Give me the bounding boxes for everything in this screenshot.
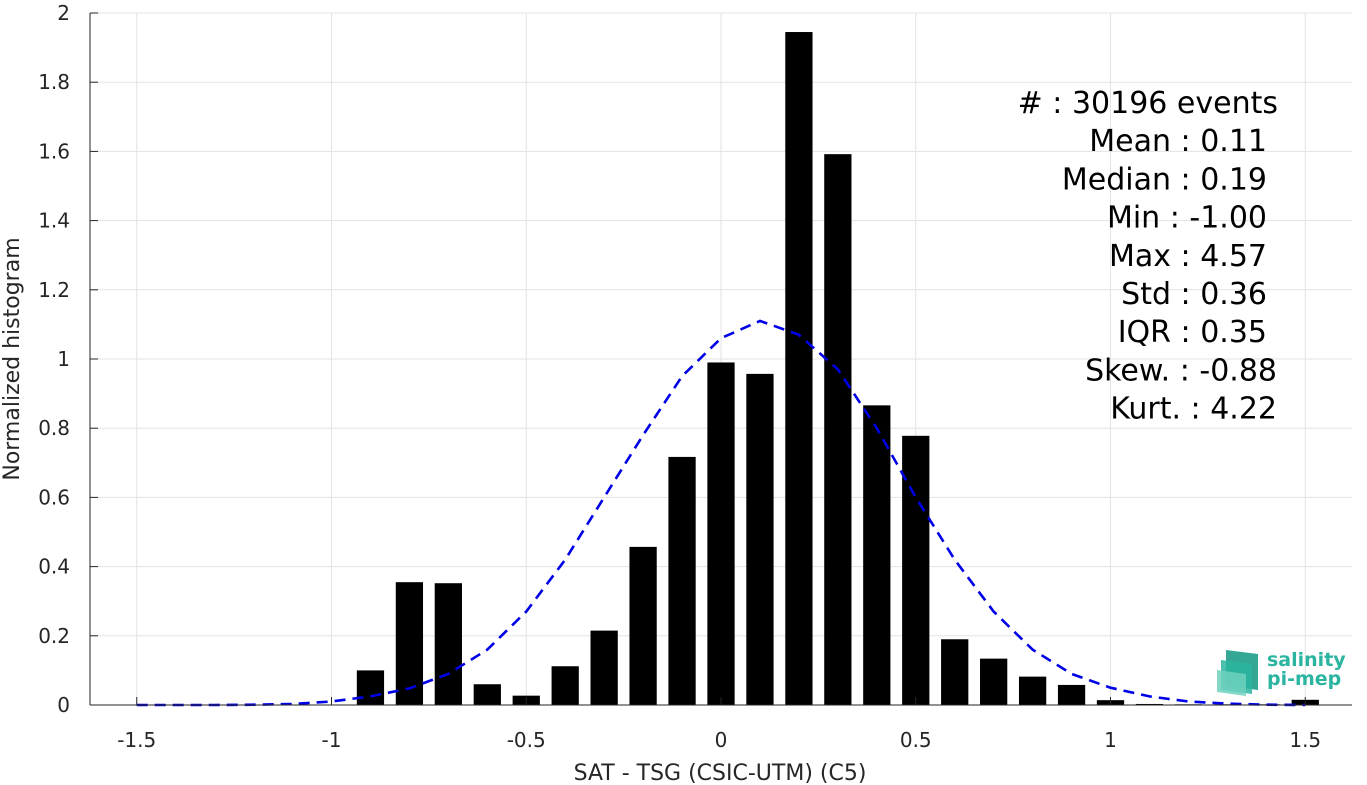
x-tick-label-5: 1 <box>1104 728 1117 752</box>
stat-value-3: -1.00 <box>1189 201 1267 236</box>
bar-9 <box>707 362 735 705</box>
stat-row-3: Min : -1.00 <box>1107 201 1267 236</box>
bar-18 <box>1057 684 1086 705</box>
x-tick-label-6: 1.5 <box>1289 728 1321 752</box>
bar-3 <box>473 684 501 705</box>
fit-curve <box>136 319 1306 707</box>
y-tick-label-9: 1.8 <box>38 70 70 94</box>
stat-sep-5: : <box>1171 277 1200 312</box>
stat-row-1: Mean : 0.11 <box>1089 124 1267 159</box>
logo-icon <box>1217 650 1258 696</box>
stat-sep-7: : <box>1170 353 1199 388</box>
y-tick-label-5: 1 <box>57 347 70 371</box>
x-tick-labels: -1.5 -1 -0.5 0 0.5 1 1.5 <box>117 728 1321 752</box>
stat-label-4: Max <box>1109 239 1171 274</box>
salinity-pimep-logo: salinity pi-mep <box>1217 649 1346 696</box>
stat-value-8: 4.22 <box>1210 392 1277 427</box>
stat-sep-0: : <box>1043 86 1072 121</box>
x-tick-label-3: 0 <box>715 728 728 752</box>
stat-row-8: Kurt. : 4.22 <box>1110 392 1277 427</box>
stat-value-5: 0.36 <box>1200 277 1267 312</box>
stat-sep-4: : <box>1171 239 1200 274</box>
bar-6 <box>590 630 618 705</box>
stat-label-7: Skew. <box>1085 353 1170 388</box>
y-tick-label-3: 0.6 <box>38 485 70 509</box>
stat-row-2: Median : 0.19 <box>1062 162 1267 197</box>
bar-12 <box>824 154 852 706</box>
y-tick-label-2: 0.4 <box>38 555 70 579</box>
stat-row-0: # : 30196 events <box>1018 86 1278 121</box>
stat-label-6: IQR <box>1118 315 1171 350</box>
logo-line1: salinity <box>1267 649 1346 671</box>
stat-sep-8: : <box>1181 392 1210 427</box>
stat-row-7: Skew. : -0.88 <box>1085 353 1277 388</box>
stat-label-2: Median <box>1062 162 1171 197</box>
y-axis-label: Normalized histogram <box>0 237 25 480</box>
stat-sep-2: : <box>1171 162 1200 197</box>
y-tick-label-6: 1.2 <box>38 278 70 302</box>
stat-value-7: -0.88 <box>1199 353 1277 388</box>
logo-line2: pi-mep <box>1267 668 1341 690</box>
stat-row-4: Max : 4.57 <box>1109 239 1267 274</box>
stat-label-0: # <box>1018 86 1043 121</box>
bar-1 <box>395 582 424 705</box>
stat-label-5: Std <box>1121 277 1171 312</box>
stat-label-8: Kurt. <box>1110 392 1181 427</box>
stat-value-4: 4.57 <box>1200 239 1267 274</box>
bar-0 <box>356 670 385 705</box>
x-tick-label-0: -1.5 <box>117 728 156 752</box>
y-tick-label-4: 0.8 <box>38 416 70 440</box>
stat-value-1: 0.11 <box>1200 124 1267 159</box>
bar-8 <box>668 456 696 705</box>
stat-sep-1: : <box>1171 124 1200 159</box>
bar-7 <box>629 546 657 705</box>
stat-sep-3: : <box>1160 201 1189 236</box>
stat-value-6: 0.35 <box>1200 315 1267 350</box>
x-tick-label-4: 0.5 <box>900 728 932 752</box>
y-tick-label-10: 2 <box>57 1 70 25</box>
x-axis-label: SAT - TSG (CSIC-UTM) (C5) <box>574 761 867 785</box>
bar-20 <box>1135 703 1164 705</box>
bar-5 <box>551 666 579 705</box>
bar-10 <box>746 373 774 705</box>
bar-11 <box>785 32 813 705</box>
fit-curve-group <box>136 319 1306 707</box>
x-tick-label-2: -0.5 <box>507 728 546 752</box>
bar-16 <box>980 658 1008 705</box>
bar-14 <box>902 435 930 705</box>
axes <box>89 12 1352 706</box>
y-tick-label-0: 0 <box>57 693 70 717</box>
y-tick-label-1: 0.2 <box>38 624 70 648</box>
bar-13 <box>863 405 891 705</box>
y-tick-label-8: 1.6 <box>38 139 70 163</box>
stat-label-1: Mean <box>1089 124 1171 159</box>
y-tick-labels: 0 0.2 0.4 0.6 0.8 1 1.2 1.4 1.6 1.8 2 <box>38 1 70 717</box>
bar-15 <box>941 639 969 705</box>
stat-row-5: Std : 0.36 <box>1121 277 1267 312</box>
stat-value-0: 30196 events <box>1072 86 1278 121</box>
stat-sep-6: : <box>1171 315 1200 350</box>
y-tick-label-7: 1.4 <box>38 209 70 233</box>
bar-2 <box>434 583 462 705</box>
stat-label-3: Min <box>1107 201 1160 236</box>
stat-value-2: 0.19 <box>1200 162 1267 197</box>
x-tick-label-1: -1 <box>322 728 342 752</box>
stat-row-6: IQR : 0.35 <box>1118 315 1267 350</box>
bar-17 <box>1018 676 1047 705</box>
